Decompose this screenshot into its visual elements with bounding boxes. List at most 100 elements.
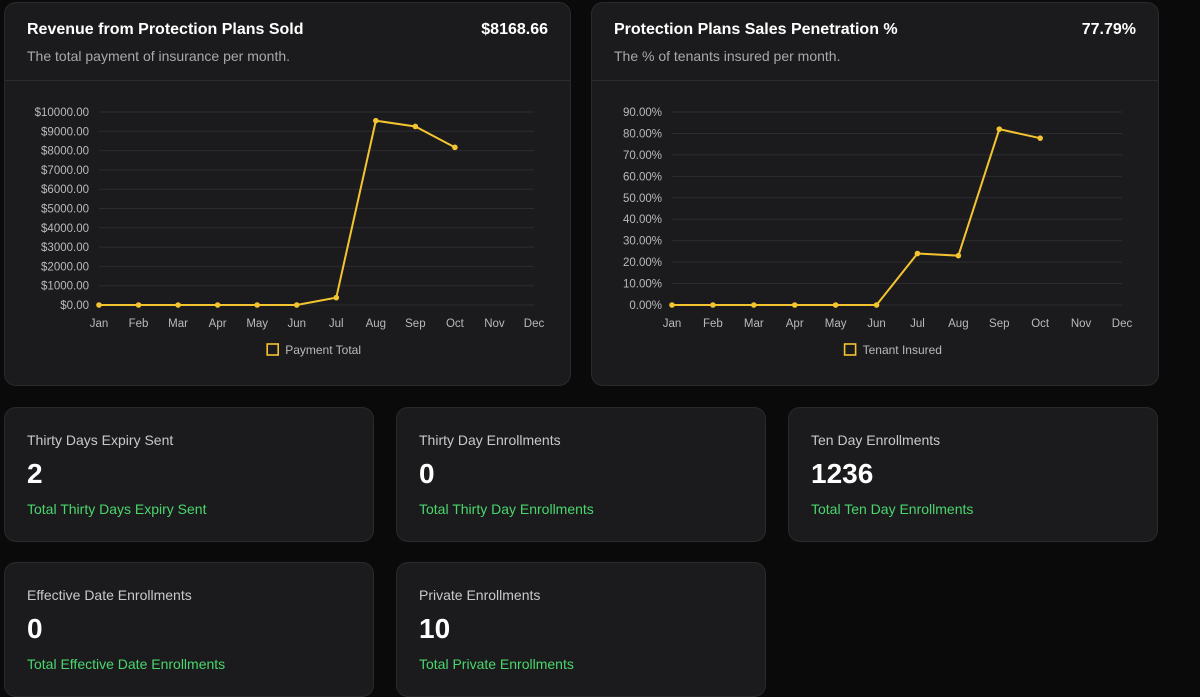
y-tick-label: $4000.00: [41, 223, 89, 235]
y-tick-label: 80.00%: [623, 128, 662, 140]
stat-value: 0: [419, 458, 435, 489]
data-point[interactable]: [832, 302, 839, 308]
y-tick-label: $7000.00: [41, 165, 89, 177]
series-line: [99, 119, 456, 306]
chart-total: $8168.66: [481, 21, 548, 38]
revenue-chart-card: Revenue from Protection Plans Sold $8168…: [4, 2, 571, 386]
data-point[interactable]: [955, 252, 962, 259]
y-tick-label: 90.00%: [623, 107, 662, 119]
stat-card-effective-date-enrollments: Effective Date Enrollments 0 Total Effec…: [4, 562, 374, 697]
y-tick-label: 70.00%: [623, 150, 662, 162]
data-point[interactable]: [791, 302, 798, 308]
stat-label: Thirty Day Enrollments: [419, 432, 561, 448]
x-tick-label: Sep: [989, 318, 1009, 330]
chart-total: 77.79%: [1081, 21, 1136, 38]
y-tick-label: 0.00%: [629, 300, 662, 312]
data-point[interactable]: [214, 302, 221, 308]
x-tick-label: Nov: [484, 318, 505, 330]
y-tick-label: $9000.00: [41, 126, 89, 138]
data-point[interactable]: [914, 250, 921, 257]
stat-card-thirty-day-enrollments: Thirty Day Enrollments 0 Total Thirty Da…: [396, 407, 766, 542]
data-point[interactable]: [135, 302, 142, 308]
revenue-line-chart: $0.00 $1000.00 $2000.00 $3000.00 $4000.00 $50…: [35, 107, 545, 357]
stat-value: 0: [27, 613, 43, 644]
y-tick-label: 30.00%: [623, 236, 662, 248]
penetration-chart-card: Protection Plans Sales Penetration % 77.…: [591, 2, 1159, 386]
stat-card-thirty-days-expiry: Thirty Days Expiry Sent 2 Total Thirty D…: [4, 407, 374, 542]
y-tick-label: 50.00%: [623, 193, 662, 205]
x-tick-label: Aug: [366, 318, 386, 330]
stat-label: Effective Date Enrollments: [27, 587, 192, 603]
x-tick-label: Jul: [910, 318, 925, 330]
y-tick-label: $3000.00: [41, 242, 89, 254]
stat-label: Thirty Days Expiry Sent: [27, 432, 174, 448]
data-point[interactable]: [254, 302, 260, 308]
stat-value: 10: [419, 613, 451, 644]
x-tick-label: Apr: [786, 318, 804, 330]
stat-label: Private Enrollments: [419, 587, 541, 603]
y-tick-label: $2000.00: [41, 261, 89, 273]
stat-foot: Total Effective Date Enrollments: [27, 656, 226, 672]
y-tick-label: 40.00%: [623, 214, 662, 226]
x-tick-label: Apr: [209, 318, 227, 330]
x-tick-label: Feb: [129, 318, 149, 330]
y-tick-label: $5000.00: [41, 204, 89, 216]
x-tick-label: Feb: [703, 318, 723, 330]
x-tick-label: Nov: [1071, 318, 1092, 330]
legend-label: Payment Total: [285, 343, 361, 357]
x-tick-label: Jan: [663, 318, 682, 330]
chart-header: Protection Plans Sales Penetration % 77.…: [592, 3, 1158, 81]
chart-header: Revenue from Protection Plans Sold $8168…: [5, 3, 570, 81]
x-tick-label: Oct: [446, 318, 465, 330]
chart-subtitle: The total payment of insurance per month…: [27, 48, 291, 64]
y-tick-label: $6000.00: [41, 184, 89, 196]
data-point[interactable]: [175, 302, 181, 308]
x-tick-label: Jun: [287, 318, 306, 330]
y-tick-label: 20.00%: [623, 257, 662, 269]
x-tick-label: Jun: [867, 318, 886, 330]
y-tick-label: 10.00%: [623, 279, 662, 291]
x-tick-label: Dec: [524, 318, 545, 330]
data-point[interactable]: [873, 302, 880, 308]
legend-item[interactable]: Tenant Insured: [843, 343, 942, 357]
x-tick-label: Sep: [405, 318, 425, 330]
y-tick-label: $0.00: [60, 300, 89, 312]
data-point[interactable]: [293, 302, 300, 308]
data-point[interactable]: [1037, 135, 1043, 141]
x-tick-label: Jul: [329, 318, 344, 330]
stat-value: 1236: [811, 458, 874, 489]
y-tick-label: $10000.00: [35, 107, 89, 119]
data-point[interactable]: [996, 126, 1003, 132]
x-tick-label: May: [825, 318, 847, 330]
data-point[interactable]: [412, 123, 419, 130]
legend-item[interactable]: Payment Total: [266, 343, 361, 357]
data-point[interactable]: [751, 302, 757, 308]
x-tick-label: Oct: [1031, 318, 1050, 330]
penetration-line-chart: 0.00% 10.00% 20.00% 30.00% 40.00% 50.00% 60.00…: [623, 107, 1132, 357]
x-tick-label: Jan: [90, 318, 109, 330]
data-point[interactable]: [373, 117, 379, 124]
y-tick-label: 60.00%: [623, 171, 662, 183]
legend-label: Tenant Insured: [863, 343, 942, 357]
stat-foot: Total Ten Day Enrollments: [811, 501, 974, 517]
chart-subtitle: The % of tenants insured per month.: [614, 48, 841, 64]
x-tick-label: Mar: [744, 318, 764, 330]
data-point[interactable]: [669, 302, 675, 308]
series-line: [672, 127, 1041, 306]
legend-swatch: [843, 343, 857, 356]
data-point[interactable]: [710, 302, 716, 308]
x-tick-label: Mar: [168, 318, 188, 330]
stat-label: Ten Day Enrollments: [811, 432, 941, 448]
chart-title: Protection Plans Sales Penetration %: [614, 21, 898, 38]
data-point[interactable]: [452, 144, 458, 151]
stat-foot: Total Thirty Day Enrollments: [419, 501, 594, 517]
y-tick-label: $1000.00: [41, 281, 89, 293]
legend-swatch: [266, 343, 280, 356]
x-tick-label: Aug: [948, 318, 968, 330]
stat-card-private-enrollments: Private Enrollments 10 Total Private Enr…: [396, 562, 766, 697]
stat-foot: Total Thirty Days Expiry Sent: [27, 501, 207, 517]
data-point[interactable]: [96, 302, 102, 308]
data-point[interactable]: [333, 294, 340, 301]
stat-card-ten-day-enrollments: Ten Day Enrollments 1236 Total Ten Day E…: [788, 407, 1158, 542]
x-tick-label: May: [246, 318, 268, 330]
